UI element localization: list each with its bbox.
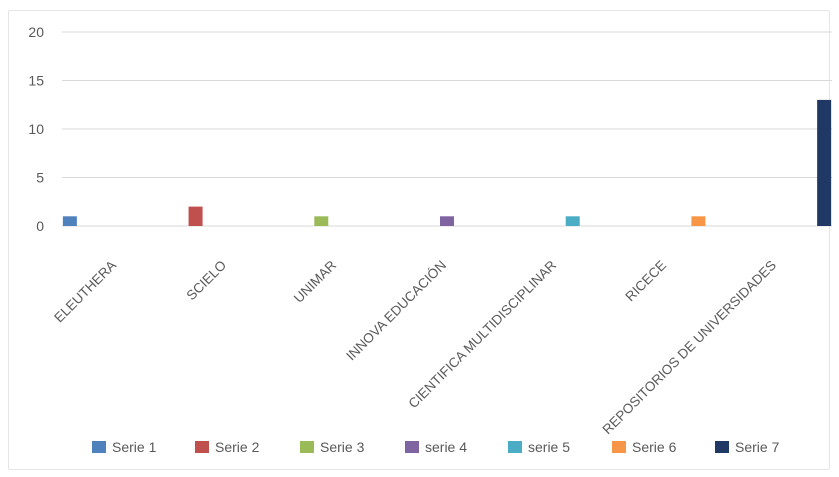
gridlines <box>62 31 832 227</box>
bars <box>62 99 832 226</box>
category-labels: ELEUTHERA SCIELO UNIMAR INNOVA EDUCACIÓNCIE… <box>51 257 779 437</box>
legend-label: Serie 3 <box>320 439 365 455</box>
category-label: REPOSITORIOS DE UNIVERSIDADES <box>599 258 779 438</box>
legend-swatch <box>715 441 729 453</box>
legend-swatch <box>612 441 626 453</box>
category-label: SCIELO <box>183 258 229 304</box>
y-axis-ticks: 0 5 10 15 20 <box>28 24 44 234</box>
category-label: ELEUTHERA <box>51 258 119 326</box>
legend-label: Serie 7 <box>735 439 780 455</box>
bar-serie-7 <box>817 99 832 226</box>
legend-swatch <box>300 441 314 453</box>
y-tick-label: 0 <box>36 218 44 234</box>
legend-swatch <box>508 441 522 453</box>
legend-label: serie 5 <box>528 439 570 455</box>
y-tick-label: 5 <box>36 170 44 186</box>
bar-serie-4 <box>440 216 454 226</box>
y-tick-label: 20 <box>28 24 44 40</box>
bar-serie-1 <box>62 216 77 226</box>
legend-label: serie 4 <box>425 439 467 455</box>
y-tick-label: 15 <box>28 73 44 89</box>
legend-label: Serie 6 <box>632 439 677 455</box>
legend-swatch <box>195 441 209 453</box>
y-tick-label: 10 <box>28 121 44 137</box>
bar-serie-3 <box>314 216 329 226</box>
category-label: RICECE <box>622 258 669 305</box>
bar-serie-2 <box>188 206 203 226</box>
chart-frame <box>8 10 830 470</box>
legend-swatch <box>405 441 419 453</box>
category-label: UNIMAR <box>291 257 339 305</box>
legend-label: Serie 2 <box>215 439 260 455</box>
bar-serie-5 <box>565 216 580 226</box>
legend: Serie 1 Serie 2 Serie 3 serie 4 serie 5 Serie… <box>92 439 780 455</box>
bar-serie-6 <box>691 216 706 226</box>
legend-swatch <box>92 441 106 453</box>
legend-label: Serie 1 <box>112 439 157 455</box>
category-label: INNOVA EDUCACIÓN <box>343 258 449 364</box>
